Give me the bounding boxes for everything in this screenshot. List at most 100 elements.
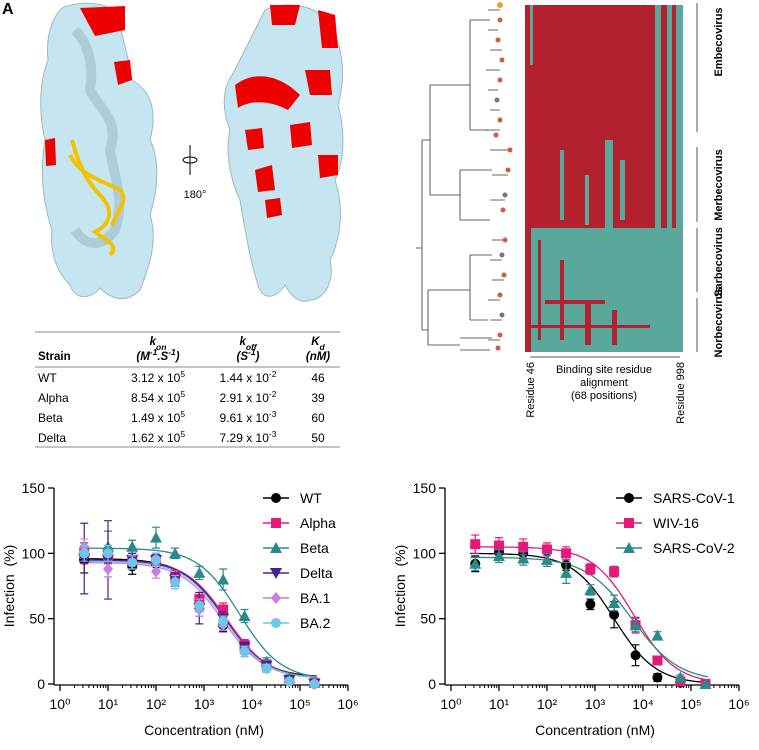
legend-marker [270, 568, 282, 579]
y-axis-label: Infection (%) [392, 545, 408, 627]
marker [218, 604, 229, 615]
text-segment: Strain [38, 351, 71, 363]
fit-curve [470, 552, 708, 684]
legend-label: WIV-16 [653, 515, 699, 531]
legend-marker [271, 618, 281, 628]
marker [652, 655, 663, 666]
marker [652, 672, 663, 683]
marker [239, 646, 250, 657]
marker [560, 566, 573, 578]
marker [542, 544, 552, 555]
text-segment: -1 [150, 347, 158, 357]
x-tick-label: 10¹ [98, 696, 119, 712]
exponent: 5 [180, 389, 185, 399]
text-segment: ) [174, 351, 180, 363]
header-name: koff [239, 336, 257, 352]
x-tick-label: 10⁰ [49, 696, 71, 712]
marker [238, 610, 251, 622]
table-cell: Alpha [38, 391, 69, 405]
mantissa: 1.49 x 10 [131, 411, 181, 425]
y-tick-label: 150 [413, 480, 437, 496]
exponent: -2 [269, 389, 277, 399]
text-segment: on [156, 342, 166, 352]
text-segment: k [239, 336, 246, 348]
x-tick-label: 10² [537, 696, 558, 712]
text-segment: k [150, 336, 157, 348]
residue-end: Residue 998 [675, 362, 687, 424]
marker [541, 553, 553, 565]
protein-back [223, 4, 344, 302]
mantissa: 8.54 x 10 [131, 391, 181, 405]
marker [517, 552, 530, 564]
x-tick-label: 10⁰ [440, 696, 462, 712]
legend-marker [623, 542, 635, 553]
marker [103, 548, 113, 559]
legend-marker [624, 518, 634, 528]
marker [629, 619, 642, 631]
clade-label: Sarbecovirus [713, 227, 725, 297]
header-name: Kd [311, 336, 325, 352]
table-cell: WT [38, 371, 57, 385]
charts: 0 50 100 150 10⁰ 10¹ 10² 10³ 10⁴ 10⁵ 10⁶ Concentrat… [1, 480, 750, 738]
x-tick-label: 10² [146, 696, 167, 712]
legend-label: Alpha [300, 515, 336, 531]
text-segment: off [246, 342, 258, 352]
marker [674, 671, 687, 683]
marker [493, 549, 505, 561]
header-unit: (M-1.S-1) [136, 347, 179, 363]
marker [170, 577, 181, 588]
mantissa: 3.12 x 10 [131, 371, 181, 385]
x-axis-label: Concentration (nM) [144, 722, 264, 738]
fit-curve [79, 547, 317, 678]
clade-label: Norbecovirus [713, 287, 725, 358]
fit-curve [470, 546, 708, 681]
marker [585, 599, 596, 610]
table-cell: 2.91 x 10-2 [220, 389, 277, 405]
marker [609, 609, 620, 620]
y-tick-label: 150 [22, 480, 46, 496]
marker [79, 548, 90, 559]
protein-front [40, 2, 158, 300]
phylogenetic-tree [416, 9, 510, 351]
alignment-label: (68 positions) [571, 390, 637, 402]
legend-marker [270, 542, 282, 553]
marker [518, 541, 529, 552]
exponent: 5 [180, 409, 185, 419]
text-segment: (nM) [306, 351, 330, 363]
marker [103, 563, 113, 576]
legend-label: SARS-CoV-2 [653, 540, 735, 556]
y-tick-label: 100 [22, 545, 46, 561]
marker [217, 573, 230, 585]
table-cell: 39 [311, 391, 325, 405]
text-segment: -1 [248, 347, 256, 357]
y-axis-label: Infection (%) [1, 545, 17, 627]
x-tick-label: 10¹ [489, 696, 510, 712]
marker [218, 616, 229, 627]
marker [561, 548, 572, 559]
text-segment: d [320, 342, 326, 352]
alignment-heatmap [525, 5, 683, 352]
marker [630, 650, 641, 661]
fit-curve [470, 556, 708, 678]
panel-label: A [2, 1, 14, 18]
mantissa: 7.29 x 10 [220, 431, 270, 445]
marker [126, 540, 139, 552]
header-unit: (nM) [306, 351, 330, 363]
marker [151, 565, 161, 578]
marker [169, 547, 182, 559]
legend-label: BA.1 [300, 590, 331, 606]
y-tick-label: 100 [413, 545, 437, 561]
marker [584, 583, 597, 595]
legend-label: WT [300, 490, 322, 506]
alignment-label: alignment [580, 377, 628, 389]
y-tick-label: 50 [29, 611, 45, 627]
exponent: 5 [180, 429, 185, 439]
y-tick-label: 0 [37, 676, 45, 692]
exponent: -3 [269, 409, 277, 419]
clade-label: Embecovirus [713, 7, 725, 76]
x-tick-label: 10⁴ [632, 696, 654, 712]
marker [608, 596, 621, 608]
table-cell: 8.54 x 105 [131, 389, 185, 405]
